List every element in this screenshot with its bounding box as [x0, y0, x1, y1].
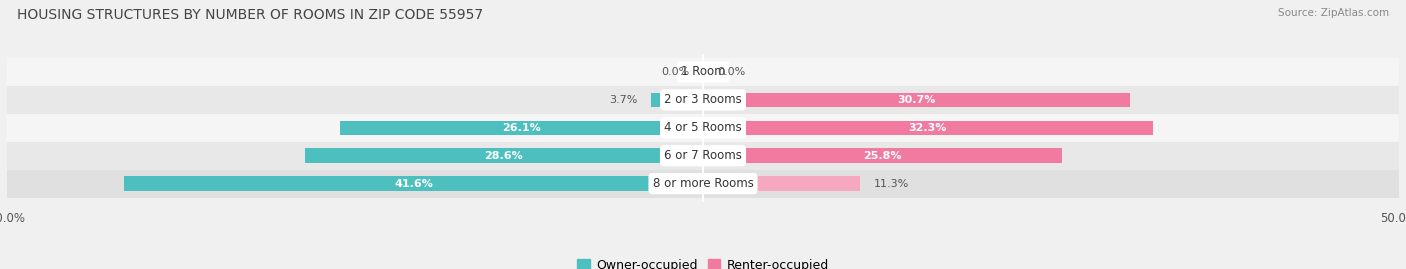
Text: 2 or 3 Rooms: 2 or 3 Rooms [664, 93, 742, 106]
Text: 41.6%: 41.6% [394, 179, 433, 189]
Text: 30.7%: 30.7% [897, 95, 936, 105]
Text: 28.6%: 28.6% [485, 151, 523, 161]
Text: 1 Room: 1 Room [681, 65, 725, 79]
Text: 32.3%: 32.3% [908, 123, 948, 133]
Bar [7, 142, 1399, 170]
Bar [305, 148, 703, 163]
Text: Source: ZipAtlas.com: Source: ZipAtlas.com [1278, 8, 1389, 18]
Text: 0.0%: 0.0% [661, 67, 689, 77]
Bar [651, 93, 703, 107]
Text: 0.0%: 0.0% [717, 67, 745, 77]
Text: 11.3%: 11.3% [875, 179, 910, 189]
Text: 25.8%: 25.8% [863, 151, 901, 161]
Text: HOUSING STRUCTURES BY NUMBER OF ROOMS IN ZIP CODE 55957: HOUSING STRUCTURES BY NUMBER OF ROOMS IN… [17, 8, 484, 22]
Text: 4 or 5 Rooms: 4 or 5 Rooms [664, 121, 742, 134]
Bar [7, 58, 1399, 86]
Bar [340, 121, 703, 135]
Text: 8 or more Rooms: 8 or more Rooms [652, 177, 754, 190]
Bar [7, 114, 1399, 142]
Legend: Owner-occupied, Renter-occupied: Owner-occupied, Renter-occupied [572, 254, 834, 269]
Bar [124, 176, 703, 191]
Bar [703, 121, 1153, 135]
Bar [703, 148, 1062, 163]
Text: 26.1%: 26.1% [502, 123, 541, 133]
Bar [7, 170, 1399, 197]
Bar [703, 176, 860, 191]
Text: 6 or 7 Rooms: 6 or 7 Rooms [664, 149, 742, 162]
Bar [7, 86, 1399, 114]
Bar [703, 93, 1130, 107]
Text: 3.7%: 3.7% [609, 95, 637, 105]
